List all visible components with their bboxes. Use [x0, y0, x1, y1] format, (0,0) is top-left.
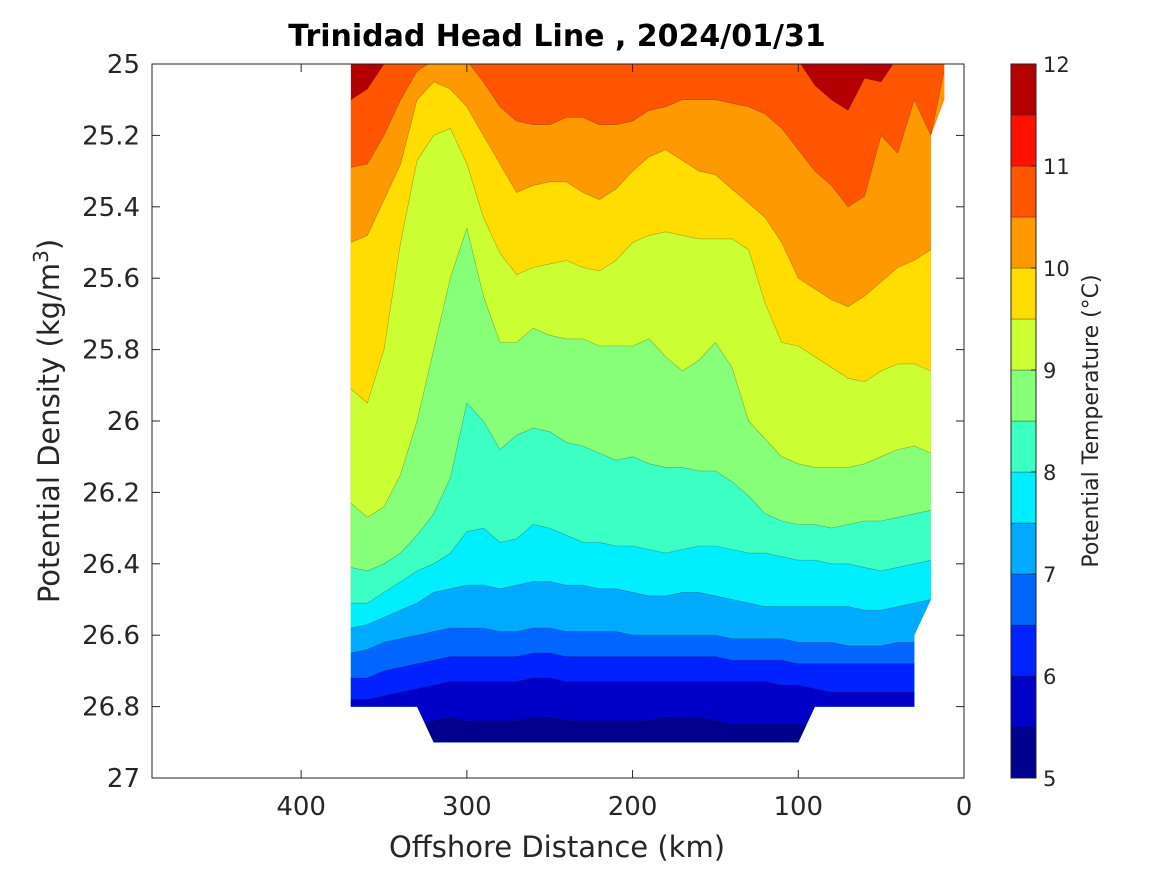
- colorbar-tick-label: 5: [1043, 767, 1056, 791]
- x-tick-label: 400: [276, 792, 326, 822]
- colorbar-tick-label: 9: [1043, 359, 1056, 383]
- x-axis: 400 300 200 100 0: [276, 64, 972, 822]
- colorbar-tick-label: 10: [1043, 257, 1070, 281]
- colorbar-block: [1010, 369, 1037, 422]
- y-tick-label: 25.6: [82, 264, 140, 294]
- x-tick-label: 200: [608, 792, 658, 822]
- colorbar-block: [1010, 216, 1037, 269]
- y-tick-label: 25: [107, 50, 140, 80]
- colorbar-block: [1010, 267, 1037, 320]
- chart-title: Trinidad Head Line , 2024/01/31: [288, 19, 825, 54]
- plot-area: [151, 63, 965, 779]
- y-tick-label: 26.8: [82, 693, 140, 723]
- colorbar-tick-label: 6: [1043, 665, 1056, 689]
- colorbar-block: [1010, 63, 1037, 116]
- y-tick-label: 26: [107, 407, 140, 437]
- x-tick-label: 300: [442, 792, 492, 822]
- colorbar-block: [1010, 726, 1037, 779]
- y-tick-label: 25.4: [82, 193, 140, 223]
- y-tick-label: 26.2: [82, 478, 140, 508]
- x-axis-label: Offshore Distance (km): [389, 830, 725, 864]
- colorbar-frame: [1010, 63, 1037, 779]
- colorbar-tick-label: 8: [1043, 461, 1056, 485]
- colorbar-blocks: [1010, 63, 1037, 779]
- colorbar-tick-label: 12: [1043, 53, 1070, 77]
- y-axis: 25 25.2 25.4 25.6 25.8 26 26.2 26.4 26.6 26.8 27: [82, 50, 964, 794]
- y-tick-label: 27: [107, 764, 140, 794]
- y-tick-label: 26.6: [82, 621, 140, 651]
- colorbar-ticks: 5 6 7 8 9 10 11 12: [1031, 53, 1070, 791]
- x-tick-label: 0: [956, 792, 973, 822]
- y-tick-label: 26.4: [82, 550, 140, 580]
- colorbar-block: [1010, 471, 1037, 524]
- colorbar-block: [1010, 522, 1037, 575]
- colorbar-block: [1010, 573, 1037, 626]
- colorbar-block: [1010, 624, 1037, 677]
- colorbar-block: [1010, 318, 1037, 371]
- colorbar-tick-label: 11: [1043, 155, 1070, 179]
- y-tick-label: 25.2: [82, 121, 140, 151]
- colorbar-label: Potential Temperature (°C): [1079, 274, 1104, 567]
- colorbar-block: [1010, 675, 1037, 728]
- y-tick-label: 25.8: [82, 336, 140, 366]
- colorbar: 5 6 7 8 9 10 11 12 Potential Temperature (°C): [1010, 53, 1104, 791]
- y-axis-label: Potential Density (kg/m3): [29, 239, 66, 603]
- colorbar-tick-label: 7: [1043, 563, 1056, 587]
- colorbar-block: [1010, 165, 1037, 218]
- colorbar-block: [1010, 420, 1037, 473]
- x-tick-label: 100: [773, 792, 823, 822]
- contour-fills: [350, 64, 945, 743]
- colorbar-block: [1010, 114, 1037, 167]
